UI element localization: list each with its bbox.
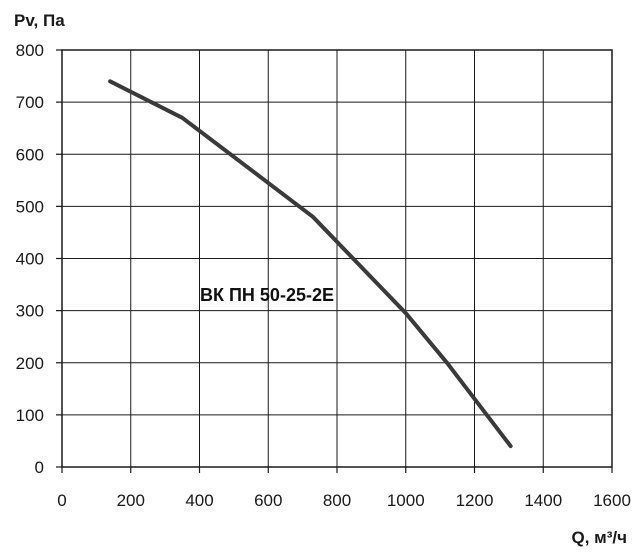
y-tick-label: 500 [16, 197, 44, 216]
y-tick-label: 600 [16, 145, 44, 164]
x-tick-label: 1000 [387, 491, 425, 510]
curve-annotation: ВК ПН 50-25-2Е [200, 285, 334, 305]
y-tick-labels: 0 100 200 300 400 500 600 700 800 [16, 41, 44, 477]
series-line [108, 79, 513, 449]
x-tick-label: 1600 [593, 491, 631, 510]
x-tick-label: 800 [323, 491, 351, 510]
x-tick-label: 1200 [456, 491, 494, 510]
x-tick-label: 600 [254, 491, 282, 510]
x-tick-label: 1400 [524, 491, 562, 510]
y-tick-label: 400 [16, 250, 44, 269]
y-tick-label: 0 [35, 458, 44, 477]
x-axis-title: Q, м³/ч [572, 528, 628, 547]
y-tick-label: 100 [16, 406, 44, 425]
y-tick-label: 200 [16, 354, 44, 373]
y-tick-label: 300 [16, 302, 44, 321]
y-tick-label: 800 [16, 41, 44, 60]
x-tick-label: 0 [57, 491, 66, 510]
y-tick-label: 700 [16, 93, 44, 112]
x-tick-label: 400 [185, 491, 213, 510]
x-tick-label: 200 [117, 491, 145, 510]
plot-frame [61, 49, 613, 468]
grid [56, 49, 613, 473]
y-axis-title: Pv, Па [14, 11, 65, 30]
x-tick-labels: 0 200 400 600 800 1000 1200 1400 1600 [57, 491, 631, 510]
